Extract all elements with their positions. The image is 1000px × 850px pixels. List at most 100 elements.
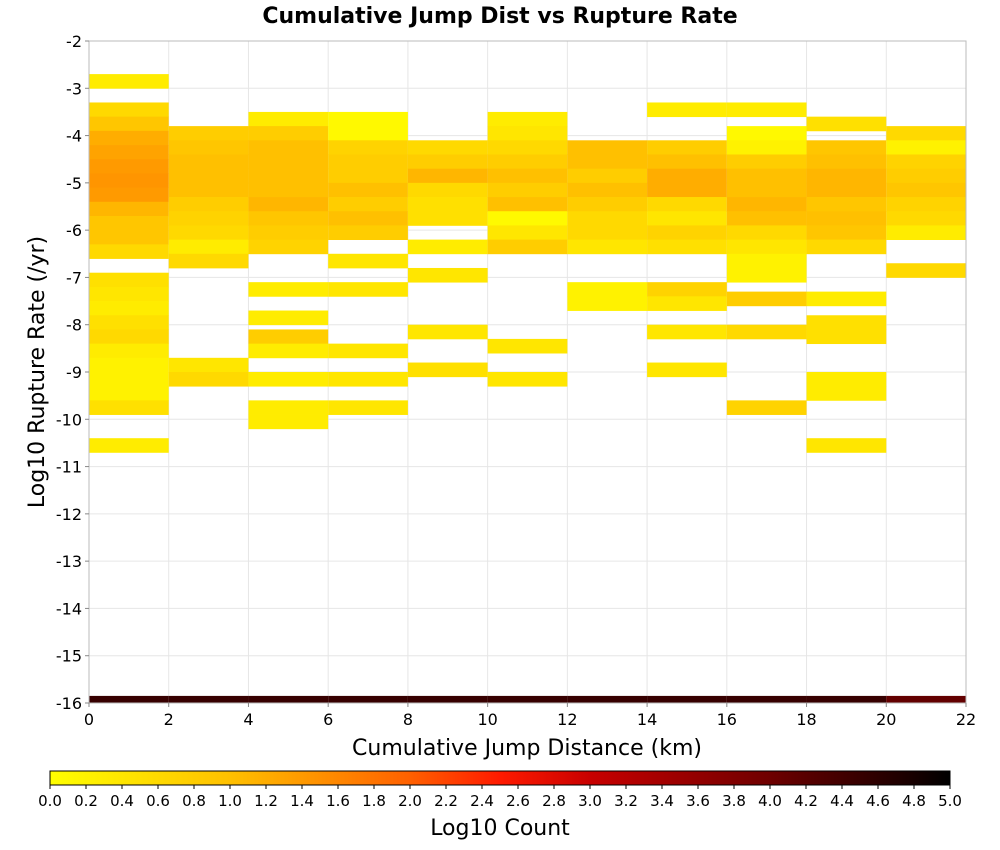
heatmap-cell xyxy=(89,329,169,345)
heatmap-cell xyxy=(328,168,408,184)
heatmap-cell xyxy=(806,291,887,307)
colorbar-tick-label: 3.6 xyxy=(686,792,710,810)
heatmap-cell xyxy=(328,197,408,212)
heatmap-cell xyxy=(726,253,807,269)
heatmap-cell xyxy=(726,267,807,283)
heatmap-cell xyxy=(248,182,329,198)
heatmap-cell xyxy=(89,695,169,703)
heatmap-cell xyxy=(647,225,727,240)
colorbar-tick-label: 2.4 xyxy=(470,792,494,810)
heatmap-cell xyxy=(248,329,329,345)
heatmap-cell xyxy=(806,154,887,170)
heatmap-cell xyxy=(726,126,807,141)
y-tick-label: -4 xyxy=(66,127,82,146)
colorbar-tick-label: 1.4 xyxy=(290,792,314,810)
heatmap-cell xyxy=(248,154,329,170)
y-tick-label: -12 xyxy=(56,505,82,524)
heatmap-cell xyxy=(168,239,249,255)
heatmap-cell xyxy=(806,329,887,345)
heatmap-cell xyxy=(806,695,887,703)
heatmap-cell xyxy=(647,362,727,378)
colorbar-tick-label: 1.6 xyxy=(326,792,350,810)
heatmap-cell xyxy=(328,253,408,269)
heatmap-cell xyxy=(168,253,249,269)
heatmap-cell xyxy=(407,168,488,184)
heatmap-cell xyxy=(886,197,966,212)
heatmap-cell xyxy=(487,695,568,703)
colorbar-tick-label: 4.6 xyxy=(866,792,890,810)
heatmap-cell xyxy=(89,315,169,330)
heatmap-cell xyxy=(168,126,249,141)
heatmap-cell xyxy=(886,263,966,278)
heatmap-cell xyxy=(647,140,727,155)
y-axis-label: Log10 Rupture Rate (/yr) xyxy=(25,236,50,508)
heatmap-cell xyxy=(487,211,568,226)
heatmap-cell xyxy=(328,343,408,359)
heatmap-cell xyxy=(726,225,807,240)
y-axis-ticks: -2 -3 -4 -5 -6 -7 -8 -9 -10 -11 -12 -13 -14 -15 -16 xyxy=(56,32,89,713)
heatmap-cell xyxy=(886,211,966,226)
chart-title: Cumulative Jump Dist vs Rupture Rate xyxy=(262,4,737,29)
heatmap-cell xyxy=(806,386,887,401)
heatmap-cell xyxy=(726,239,807,255)
x-tick-label: 6 xyxy=(323,710,333,729)
heatmap-cell xyxy=(89,343,169,359)
x-tick-label: 22 xyxy=(956,710,976,729)
colorbar-tick-label: 0.0 xyxy=(38,792,62,810)
colorbar-tick-label: 0.4 xyxy=(110,792,134,810)
heatmap-cell xyxy=(806,211,887,226)
heatmap-cell xyxy=(89,230,169,245)
heatmap-cell xyxy=(726,102,807,118)
heatmap-cell xyxy=(89,400,169,415)
heatmap-cell xyxy=(487,197,568,212)
heatmap-cell xyxy=(407,211,488,226)
colorbar-tick-label: 3.2 xyxy=(614,792,638,810)
heatmap-cell xyxy=(168,197,249,212)
heatmap-cell xyxy=(328,695,408,703)
heatmap-cell xyxy=(328,154,408,170)
heatmap-cell xyxy=(567,197,648,212)
heatmap-cell xyxy=(328,111,408,127)
heatmap-cell xyxy=(567,168,648,184)
heatmap-cell xyxy=(248,126,329,141)
heatmap-cell xyxy=(248,211,329,226)
heatmap-cell xyxy=(168,140,249,155)
x-tick-label: 14 xyxy=(637,710,657,729)
heatmap-cell xyxy=(328,182,408,198)
heatmap-cell xyxy=(248,372,329,387)
heatmap-cell xyxy=(647,168,727,184)
heatmap-cell xyxy=(726,291,807,307)
heatmap-cell xyxy=(89,372,169,387)
heatmap-cell xyxy=(168,372,249,387)
heatmap-cell xyxy=(248,239,329,255)
y-tick-label: -6 xyxy=(66,221,82,240)
x-tick-label: 18 xyxy=(796,710,816,729)
heatmap-cell xyxy=(886,154,966,170)
heatmap-cell xyxy=(248,197,329,212)
heatmap-cell xyxy=(248,111,329,127)
heatmap-cell xyxy=(248,225,329,240)
heatmap-cell xyxy=(487,338,568,354)
heatmap-cell xyxy=(328,225,408,240)
heatmap-cell xyxy=(168,154,249,170)
heatmap-cell xyxy=(89,145,169,160)
heatmap-cell xyxy=(886,182,966,198)
colorbar-tick-label: 4.2 xyxy=(794,792,818,810)
heatmap-cell xyxy=(647,211,727,226)
heatmap-cell xyxy=(328,400,408,415)
y-tick-label: -8 xyxy=(66,316,82,335)
colorbar-tick-label: 5.0 xyxy=(938,792,962,810)
y-tick-label: -2 xyxy=(66,32,82,51)
heatmap-cell xyxy=(487,154,568,170)
heatmap-cell xyxy=(726,695,807,703)
heatmap-cell xyxy=(89,130,169,146)
x-tick-label: 0 xyxy=(84,710,94,729)
y-tick-label: -9 xyxy=(66,363,82,382)
heatmap-cell xyxy=(806,182,887,198)
heatmap-cell xyxy=(567,211,648,226)
heatmap-cell xyxy=(407,267,488,283)
colorbar-tick-label: 4.4 xyxy=(830,792,854,810)
colorbar-tick-label: 2.0 xyxy=(398,792,422,810)
heatmap-cell xyxy=(726,140,807,155)
